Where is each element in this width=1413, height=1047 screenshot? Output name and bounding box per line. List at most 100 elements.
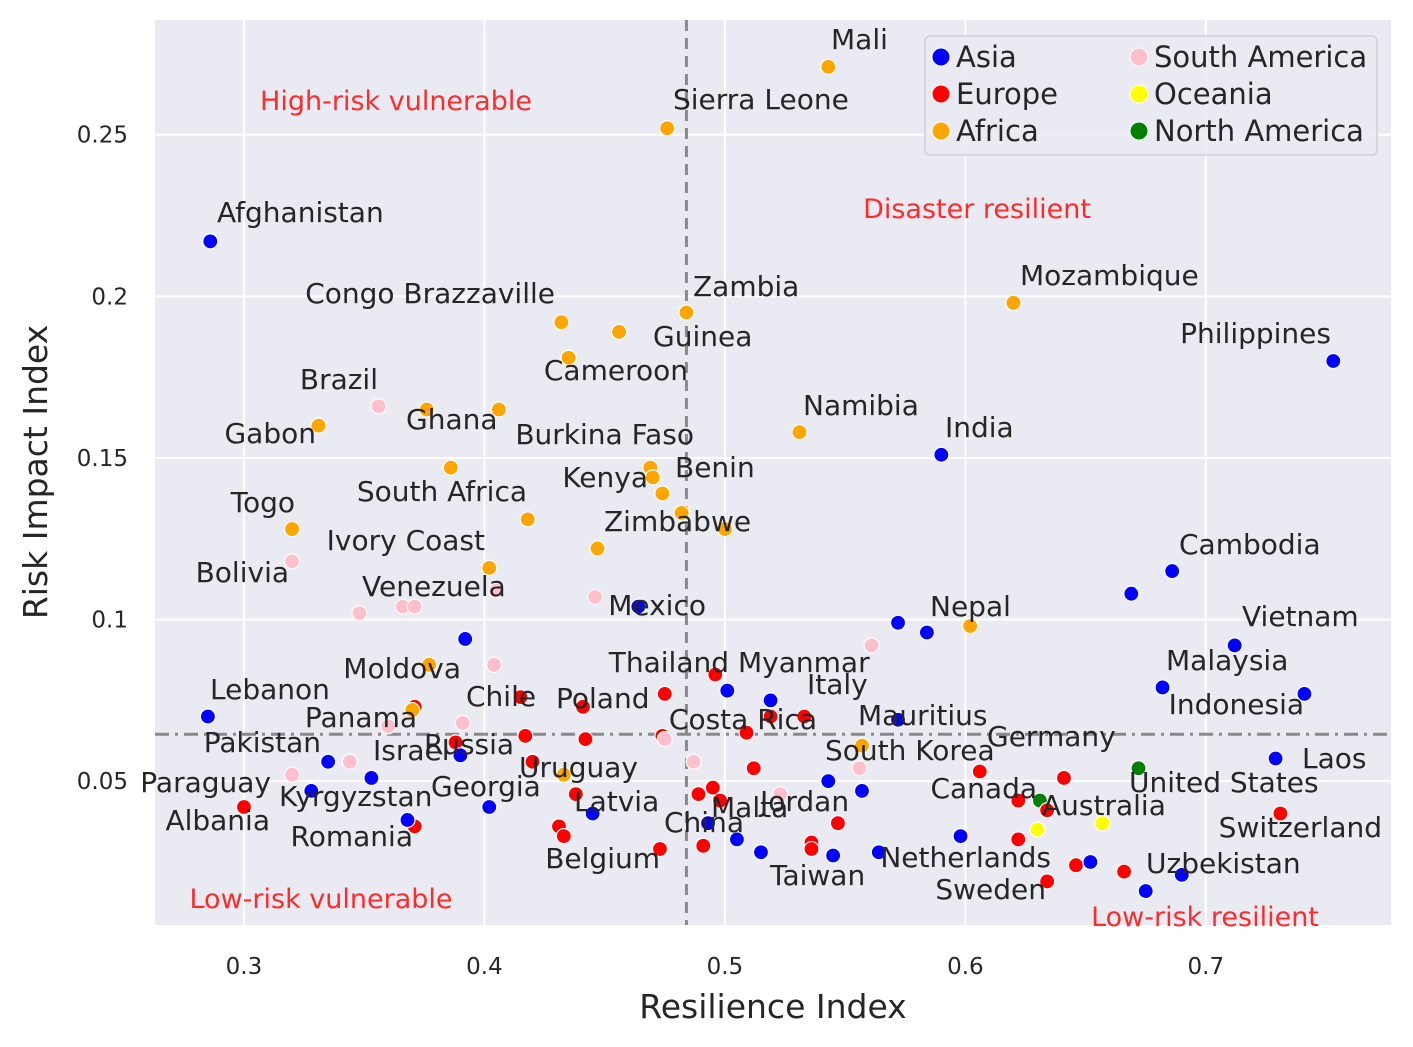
legend-marker — [931, 84, 951, 104]
point-label: Mexico — [608, 589, 706, 622]
data-point — [762, 692, 779, 709]
point-label: China — [664, 806, 744, 839]
data-point — [690, 785, 707, 803]
data-point — [952, 828, 969, 845]
point-label: Vietnam — [1242, 600, 1359, 633]
point-label: Cameroon — [544, 354, 688, 387]
point-label: Ghana — [406, 403, 498, 436]
data-point — [567, 785, 584, 803]
data-point — [202, 233, 219, 250]
data-point — [745, 760, 762, 777]
data-point — [481, 798, 498, 816]
data-point — [644, 469, 661, 486]
point-label: Burkina Faso — [515, 418, 694, 451]
point-label: Kyrgyzstan — [279, 780, 432, 813]
data-point — [452, 747, 469, 764]
data-point — [1272, 805, 1289, 822]
data-point — [1067, 857, 1085, 874]
data-point — [1267, 750, 1284, 767]
legend-label: Oceania — [1154, 77, 1273, 111]
data-point — [1029, 821, 1046, 838]
data-point — [654, 485, 671, 502]
point-label: Sierra Leone — [673, 83, 849, 116]
data-point — [889, 614, 907, 631]
data-point — [853, 782, 871, 799]
x-axis-title: Resilience Index — [639, 987, 906, 1026]
data-point — [1130, 760, 1147, 777]
data-point — [1010, 831, 1027, 848]
data-point — [418, 401, 435, 418]
point-label: Kenya — [562, 461, 648, 494]
point-label: Lebanon — [210, 673, 330, 706]
data-point — [695, 837, 712, 854]
data-point — [404, 701, 421, 719]
point-label: Germany — [987, 720, 1116, 753]
x-tick-label: 0.5 — [707, 954, 744, 980]
point-label: Panama — [305, 701, 417, 734]
data-point — [611, 323, 628, 341]
point-labels: Mali Sierra Leone Afghanistan Zambia Congo B… — [140, 23, 1382, 906]
data-point — [589, 540, 606, 557]
point-label: Gabon — [224, 417, 316, 450]
point-label: Poland — [556, 682, 649, 715]
plot-background — [155, 20, 1391, 925]
data-point — [851, 760, 868, 777]
point-label: Latvia — [574, 785, 659, 818]
point-label: Switzerland — [1219, 811, 1382, 844]
data-point — [704, 779, 721, 796]
data-point — [1137, 882, 1154, 900]
data-point — [555, 766, 572, 783]
data-point — [1296, 685, 1313, 703]
data-point — [1005, 294, 1022, 311]
y-tick-label: 0.15 — [77, 446, 128, 472]
data-point — [1115, 863, 1133, 880]
data-point — [707, 666, 724, 683]
data-point — [762, 708, 779, 725]
data-point — [820, 773, 837, 790]
data-point — [752, 844, 770, 861]
data-point — [1010, 792, 1027, 809]
point-label: Venezuela — [362, 570, 506, 603]
data-point — [283, 553, 301, 570]
point-label: Mali — [831, 23, 888, 56]
data-point — [711, 792, 729, 809]
point-label: Indonesia — [1169, 688, 1304, 721]
data-point — [1082, 853, 1099, 871]
x-tick-label: 0.4 — [466, 954, 503, 980]
data-point — [574, 698, 592, 715]
data-point — [442, 459, 459, 476]
data-point — [1154, 679, 1171, 696]
data-point — [1173, 866, 1190, 884]
point-label: Togo — [230, 486, 295, 519]
legend-label: Europe — [956, 77, 1058, 111]
data-point — [577, 731, 594, 748]
legend-label: Asia — [956, 40, 1017, 74]
data-point — [399, 811, 416, 829]
data-point — [853, 737, 871, 754]
data-point — [485, 656, 503, 673]
x-tick-label: 0.6 — [947, 954, 984, 980]
data-point — [421, 656, 438, 673]
data-point — [517, 727, 534, 745]
data-point — [235, 798, 253, 816]
point-label: Russia — [424, 728, 514, 761]
data-point — [1164, 562, 1181, 580]
point-label: Romania — [291, 820, 413, 853]
point-label: Namibia — [803, 389, 919, 422]
quadrant-label: Disaster resilient — [863, 194, 1091, 225]
y-tick-label: 0.2 — [91, 284, 128, 310]
y-tick-label: 0.1 — [91, 608, 128, 634]
point-label: Zimbabwe — [604, 505, 751, 538]
point-label: Paraguay — [140, 766, 271, 799]
point-label: United States — [1129, 766, 1319, 799]
data-point — [678, 304, 695, 321]
quadrant-label: Low-risk resilient — [1091, 902, 1319, 933]
point-label: Myanmar — [738, 646, 870, 679]
data-point — [673, 504, 690, 522]
data-point — [719, 682, 736, 699]
data-point — [820, 58, 837, 75]
legend-box — [924, 35, 1378, 156]
point-label: Zambia — [693, 270, 799, 303]
data-point — [524, 753, 541, 770]
reference-lines — [155, 20, 1391, 925]
